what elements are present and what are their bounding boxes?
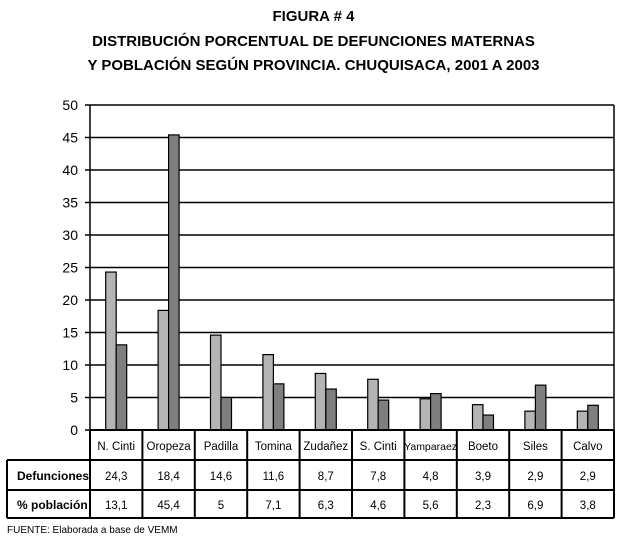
- bar-poblacion: [272, 383, 285, 431]
- y-tick-label: 35: [62, 195, 78, 211]
- bar-poblacion: [115, 344, 128, 431]
- chart-title-line1: DISTRIBUCIÓN PORCENTUAL DE DEFUNCIONES M…: [92, 33, 535, 50]
- figure-number: FIGURA # 4: [272, 8, 355, 25]
- data-label: 4,6: [370, 500, 386, 512]
- data-label: 2,9: [580, 471, 596, 483]
- data-label: 3,8: [580, 500, 596, 512]
- data-label: 2,9: [527, 471, 543, 483]
- data-label: 6,3: [318, 500, 334, 512]
- bar-defunciones: [209, 334, 222, 431]
- bar-defunciones: [419, 398, 432, 431]
- y-tick-label: 30: [62, 227, 78, 243]
- chart-title-line2: Y POBLACIÓN SEGÚN PROVINCIA. CHUQUISACA,…: [87, 57, 540, 74]
- data-label: 11,6: [263, 471, 285, 483]
- y-tick-label: 10: [62, 357, 78, 373]
- data-label: 4,8: [423, 471, 439, 483]
- y-tick-label: 5: [70, 390, 78, 406]
- bar-poblacion: [377, 399, 390, 431]
- data-label: 18,4: [157, 471, 180, 483]
- bar-poblacion: [168, 134, 180, 431]
- bar-defunciones: [576, 410, 589, 431]
- y-tick-label: 50: [62, 97, 78, 113]
- category-label: S. Cinti: [360, 441, 397, 453]
- series-label: Defunciones: [17, 469, 89, 483]
- data-label: 7,1: [265, 500, 281, 512]
- category-label: Boeto: [468, 441, 498, 453]
- y-tick-label: 45: [62, 130, 78, 146]
- bar-poblacion: [325, 388, 337, 431]
- data-label: 5,6: [423, 500, 439, 512]
- bar-poblacion: [220, 396, 233, 431]
- bar-poblacion: [430, 393, 442, 431]
- bar-defunciones: [524, 410, 537, 431]
- data-label: 45,4: [157, 500, 180, 512]
- data-label: 3,9: [475, 471, 491, 483]
- category-label: Tomina: [255, 441, 293, 453]
- y-tick-label: 40: [62, 162, 78, 178]
- data-label: 13,1: [105, 500, 127, 512]
- y-tick-label: 25: [62, 260, 78, 276]
- data-label: 5: [218, 500, 224, 512]
- bar-defunciones: [367, 378, 379, 431]
- data-label: 8,7: [318, 471, 334, 483]
- source-note: FUENTE: Elaborada a base de VEMM: [7, 525, 178, 536]
- category-label: Siles: [523, 441, 548, 453]
- category-label: N. Cinti: [97, 441, 135, 453]
- category-label: Zudañez: [303, 441, 348, 453]
- data-label: 7,8: [370, 471, 386, 483]
- bar-defunciones: [471, 404, 484, 431]
- data-label: 14,6: [210, 471, 232, 483]
- bar-poblacion: [482, 414, 495, 431]
- y-tick-label: 0: [70, 422, 78, 438]
- category-label: Padilla: [204, 441, 239, 453]
- bar-defunciones: [314, 372, 327, 431]
- bar-defunciones: [262, 354, 274, 431]
- category-label: Calvo: [573, 441, 602, 453]
- bar-defunciones: [105, 271, 117, 431]
- data-label: 6,9: [527, 500, 543, 512]
- y-tick-label: 20: [62, 292, 78, 308]
- category-label: Oropeza: [147, 441, 192, 453]
- bar-poblacion: [587, 404, 599, 431]
- bar-defunciones: [157, 309, 170, 431]
- bar-poblacion: [534, 384, 547, 431]
- series-label: % población: [17, 498, 88, 512]
- category-label: Yamparaez: [404, 441, 457, 453]
- y-tick-label: 15: [62, 325, 78, 341]
- data-label: 2,3: [475, 500, 491, 512]
- data-label: 24,3: [105, 471, 127, 483]
